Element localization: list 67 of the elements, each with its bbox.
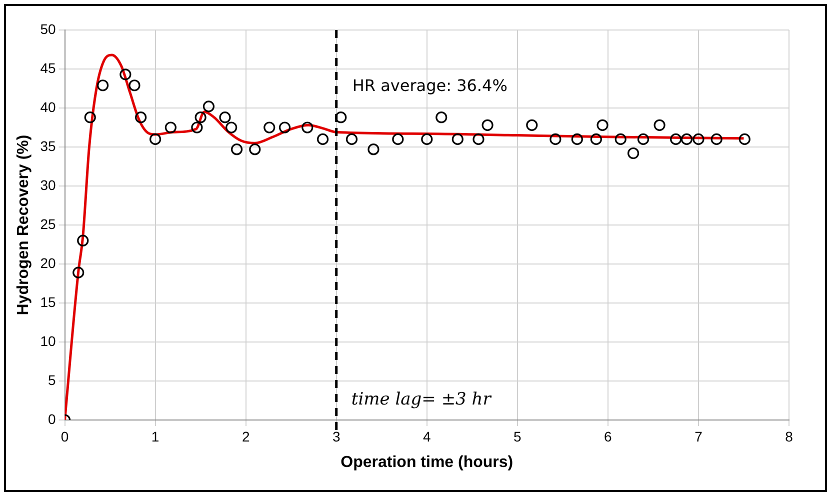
point bbox=[472, 133, 484, 145]
point bbox=[637, 133, 650, 145]
y-tick-label: 30 bbox=[40, 176, 56, 193]
x-tick-label: 2 bbox=[242, 428, 250, 444]
point bbox=[692, 133, 704, 145]
point bbox=[230, 144, 243, 156]
point bbox=[135, 112, 147, 124]
point bbox=[264, 122, 276, 134]
point bbox=[670, 133, 682, 145]
point bbox=[346, 133, 358, 145]
point bbox=[84, 112, 96, 124]
point bbox=[526, 119, 538, 131]
y-tick-label: 45 bbox=[40, 60, 56, 76]
x-tick-label: 5 bbox=[514, 428, 522, 444]
ref-line-label: time lag= ±3 hr bbox=[351, 389, 492, 410]
point bbox=[452, 133, 464, 145]
point bbox=[164, 122, 176, 134]
point bbox=[590, 133, 602, 145]
point bbox=[738, 133, 750, 145]
y-tick-label: 25 bbox=[40, 216, 56, 232]
point bbox=[302, 122, 314, 134]
point bbox=[194, 112, 206, 124]
point bbox=[96, 80, 109, 92]
x-tick-label: 0 bbox=[60, 428, 69, 444]
point bbox=[191, 122, 203, 134]
y-tick-label: 50 bbox=[40, 20, 56, 37]
x-tick-label: 7 bbox=[694, 428, 703, 444]
y-tick-label: 35 bbox=[40, 138, 56, 154]
y-tick-label: 20 bbox=[40, 254, 56, 271]
y-tick-label: 10 bbox=[40, 332, 56, 349]
point bbox=[226, 122, 238, 134]
point bbox=[278, 122, 291, 134]
y-axis-title: Hydrogen Recovery (%) bbox=[15, 134, 32, 316]
point bbox=[654, 119, 666, 131]
x-tick-label: 3 bbox=[332, 428, 340, 444]
point bbox=[482, 119, 494, 131]
point bbox=[614, 133, 626, 145]
point bbox=[335, 112, 347, 124]
point bbox=[120, 68, 132, 80]
point bbox=[627, 147, 640, 160]
point bbox=[219, 112, 231, 124]
y-tick-label: 15 bbox=[40, 294, 56, 310]
annotation: HR average: 36.4% bbox=[352, 76, 508, 96]
point bbox=[128, 80, 140, 92]
y-tick-label: 0 bbox=[48, 410, 56, 427]
point bbox=[710, 133, 722, 145]
point bbox=[436, 112, 448, 124]
point bbox=[72, 266, 84, 278]
point bbox=[368, 144, 380, 156]
point bbox=[150, 133, 162, 145]
point bbox=[571, 133, 583, 145]
point bbox=[249, 144, 261, 156]
point bbox=[421, 133, 433, 145]
point bbox=[392, 133, 404, 145]
x-tick-label: 4 bbox=[422, 428, 431, 444]
point bbox=[680, 133, 693, 145]
point bbox=[202, 100, 215, 112]
y-tick-label: 40 bbox=[40, 98, 56, 115]
y-tick-label: 5 bbox=[48, 372, 56, 388]
x-tick-label: 6 bbox=[604, 428, 612, 444]
point bbox=[77, 234, 89, 246]
point bbox=[596, 119, 608, 131]
point bbox=[316, 133, 329, 145]
point bbox=[550, 133, 562, 145]
x-tick-label: 8 bbox=[785, 428, 794, 444]
x-tick-label: 1 bbox=[151, 428, 160, 444]
x-axis-title: Operation time (hours) bbox=[340, 454, 514, 471]
